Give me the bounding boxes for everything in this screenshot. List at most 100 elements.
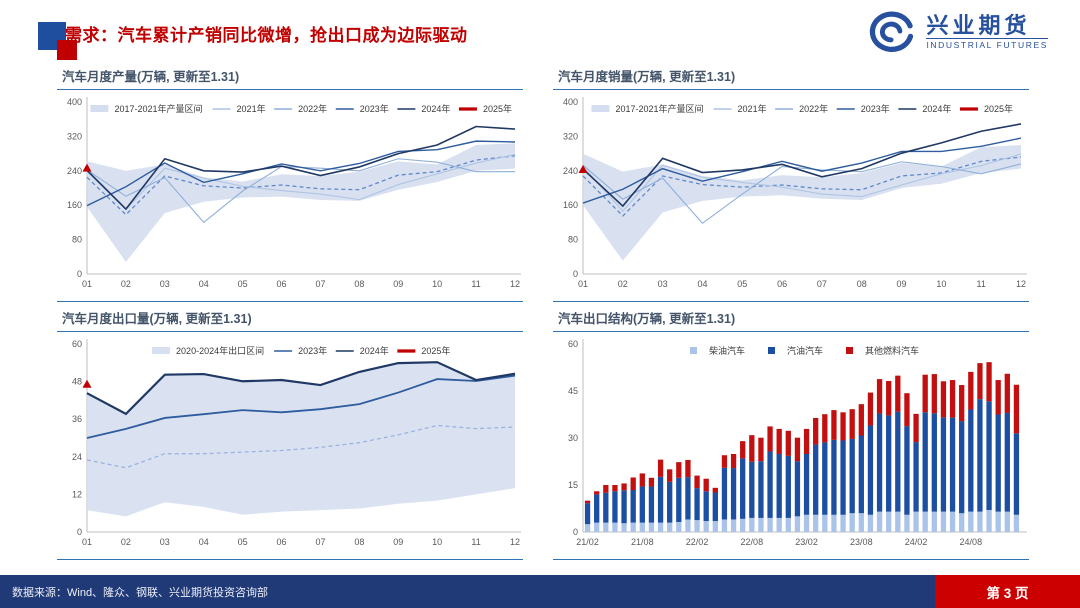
header: 需求：汽车累计产销同比微增，抢出口成为边际驱动 兴业期货 INDUSTRIAL … [0, 0, 1080, 64]
svg-text:21/02: 21/02 [576, 537, 599, 547]
svg-text:03: 03 [160, 537, 170, 547]
svg-text:2023年: 2023年 [298, 345, 327, 356]
svg-text:0: 0 [77, 269, 82, 279]
svg-text:05: 05 [238, 537, 248, 547]
svg-text:08: 08 [857, 279, 867, 289]
svg-text:07: 07 [817, 279, 827, 289]
svg-text:09: 09 [393, 537, 403, 547]
svg-text:03: 03 [658, 279, 668, 289]
svg-text:2023年: 2023年 [861, 103, 890, 114]
red-square-icon [57, 40, 77, 60]
svg-text:2017-2021年产量区间: 2017-2021年产量区间 [114, 103, 202, 114]
svg-text:60: 60 [568, 339, 578, 349]
svg-text:320: 320 [67, 131, 82, 141]
charts-grid: 汽车月度产量(万辆, 更新至1.31) 0 80 160 240 320 400 01 02 0… [0, 64, 1080, 575]
svg-text:07: 07 [315, 537, 325, 547]
sales-line-chart: 0 80 160 240 320 400 01 02 03 04 05 06 07 08 09 10 11 12 2… [563, 97, 1027, 289]
data-source: 数据来源：Wind、隆众、钢联、兴业期货投资咨询部 [12, 586, 269, 599]
title-rule [57, 331, 523, 332]
svg-text:02: 02 [618, 279, 628, 289]
svg-text:160: 160 [563, 200, 578, 210]
svg-text:02: 02 [121, 537, 131, 547]
title-rule [553, 331, 1029, 332]
svg-text:2017-2021年产量区间: 2017-2021年产量区间 [615, 103, 703, 114]
svg-text:12: 12 [510, 537, 520, 547]
chart-title-sales: 汽车月度销量(万辆, 更新至1.31) [558, 70, 736, 84]
svg-text:2021年: 2021年 [237, 103, 266, 114]
svg-text:0: 0 [77, 527, 82, 537]
svg-text:30: 30 [568, 433, 578, 443]
svg-text:2025年: 2025年 [421, 345, 450, 356]
svg-text:汽油汽车: 汽油汽车 [787, 345, 823, 356]
footer: 数据来源：Wind、隆众、钢联、兴业期货投资咨询部 第 3 页 [0, 575, 1080, 608]
company-logo: 兴业期货 INDUSTRIAL FUTURES [868, 10, 1048, 54]
svg-text:06: 06 [277, 279, 287, 289]
header-decor [38, 22, 88, 62]
svg-text:0: 0 [573, 527, 578, 537]
svg-text:10: 10 [432, 279, 442, 289]
svg-text:320: 320 [563, 131, 578, 141]
svg-text:其他燃料汽车: 其他燃料汽车 [865, 345, 919, 356]
svg-text:45: 45 [568, 386, 578, 396]
production-line-chart: 0 80 160 240 320 400 01 02 03 04 05 06 07 08 09 10 11 12 2… [67, 97, 521, 289]
svg-text:2023年: 2023年 [360, 103, 389, 114]
svg-text:2022年: 2022年 [298, 103, 327, 114]
svg-text:10: 10 [432, 537, 442, 547]
logo-name-cn: 兴业期货 [926, 13, 1031, 38]
svg-text:01: 01 [82, 279, 92, 289]
svg-text:08: 08 [354, 279, 364, 289]
svg-text:2024年: 2024年 [360, 345, 389, 356]
svg-text:2025年: 2025年 [483, 103, 512, 114]
svg-text:400: 400 [67, 97, 82, 107]
svg-text:80: 80 [72, 235, 82, 245]
svg-text:23/08: 23/08 [850, 537, 873, 547]
svg-text:04: 04 [199, 537, 209, 547]
svg-text:2025年: 2025年 [984, 103, 1013, 114]
svg-text:11: 11 [471, 537, 480, 547]
svg-text:22/08: 22/08 [741, 537, 764, 547]
svg-text:24/08: 24/08 [960, 537, 983, 547]
svg-text:04: 04 [697, 279, 707, 289]
svg-text:36: 36 [72, 414, 82, 424]
svg-text:22/02: 22/02 [686, 537, 709, 547]
panel-export-structure: 汽车出口结构(万辆, 更新至1.31) 0 15 30 45 60 21/02 21/08 2… [553, 310, 1029, 560]
svg-text:12: 12 [72, 489, 82, 499]
svg-text:21/08: 21/08 [631, 537, 654, 547]
svg-text:10: 10 [936, 279, 946, 289]
logo-text: 兴业期货 INDUSTRIAL FUTURES [926, 14, 1048, 50]
svg-text:05: 05 [238, 279, 248, 289]
exports-line-chart: 0 12 24 36 48 60 01 02 03 04 05 06 07 08 09 10 11 12 2020-… [72, 339, 521, 547]
svg-text:08: 08 [354, 537, 364, 547]
svg-text:03: 03 [160, 279, 170, 289]
title-rule [57, 89, 523, 90]
svg-text:24: 24 [72, 452, 82, 462]
logo-swirl-icon [870, 11, 914, 52]
svg-text:09: 09 [393, 279, 403, 289]
svg-text:06: 06 [277, 537, 287, 547]
svg-text:60: 60 [72, 339, 82, 349]
svg-text:06: 06 [777, 279, 787, 289]
svg-text:11: 11 [471, 279, 480, 289]
panel-monthly-sales: 汽车月度销量(万辆, 更新至1.31) 0 80 160 240 320 400 01 02 0… [553, 68, 1029, 302]
svg-text:240: 240 [563, 166, 578, 176]
svg-text:02: 02 [121, 279, 131, 289]
svg-text:07: 07 [315, 279, 325, 289]
export-structure-bar-chart: 0 15 30 45 60 21/02 21/08 22/02 22/08 23/02 23/08 2… [568, 339, 1027, 547]
panel-monthly-exports: 汽车月度出口量(万辆, 更新至1.31) 0 12 24 36 48 60 01 02 03 04… [57, 310, 523, 560]
svg-text:0: 0 [573, 269, 578, 279]
svg-text:160: 160 [67, 200, 82, 210]
svg-text:12: 12 [510, 279, 520, 289]
svg-text:2024年: 2024年 [421, 103, 450, 114]
svg-text:2024年: 2024年 [922, 103, 951, 114]
title-rule [553, 89, 1029, 90]
chart-title-production: 汽车月度产量(万辆, 更新至1.31) [62, 70, 240, 84]
svg-text:80: 80 [568, 235, 578, 245]
svg-text:05: 05 [737, 279, 747, 289]
svg-text:01: 01 [82, 537, 92, 547]
svg-text:01: 01 [578, 279, 588, 289]
svg-text:04: 04 [199, 279, 209, 289]
svg-text:23/02: 23/02 [795, 537, 818, 547]
svg-text:12: 12 [1016, 279, 1026, 289]
page-title: 需求：汽车累计产销同比微增，抢出口成为边际驱动 [65, 26, 468, 45]
